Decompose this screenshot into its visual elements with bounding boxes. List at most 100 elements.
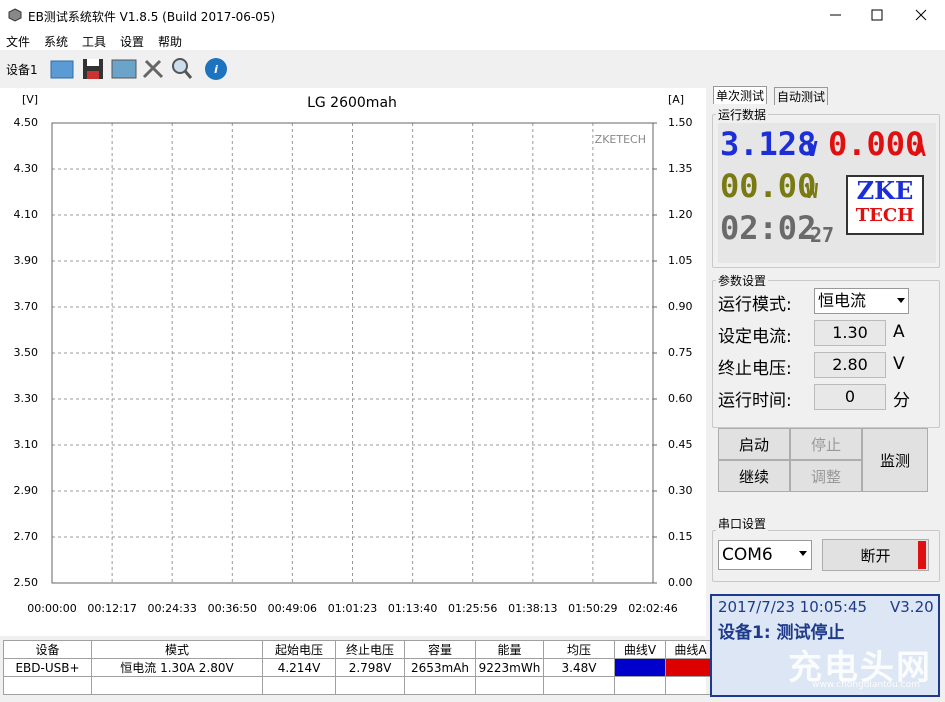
y-tick-label: 3.30 xyxy=(14,392,39,405)
empty-row xyxy=(3,676,716,695)
header-cell: 模式 xyxy=(91,640,263,659)
empty-cell xyxy=(614,676,666,695)
status-text: 设备1: 测试停止 xyxy=(718,623,845,643)
menu-bar: 文件 系统 工具 设置 帮助 xyxy=(0,30,945,50)
y-tick-label: 4.10 xyxy=(14,208,39,221)
menu-item[interactable]: 工具 xyxy=(82,35,107,49)
y2-tick-label: 0.60 xyxy=(668,392,693,405)
x-tick-label: 01:38:13 xyxy=(508,602,557,615)
x-tick-label: 00:36:50 xyxy=(208,602,257,615)
x-tick-label: 01:13:40 xyxy=(388,602,437,615)
dropdown-arrow xyxy=(897,298,905,303)
tab[interactable]: 单次测试 xyxy=(713,86,768,104)
monitor-button[interactable]: 监测 xyxy=(862,428,928,492)
menu-item[interactable]: 设置 xyxy=(120,35,145,49)
voltage: 3.128 xyxy=(720,125,817,163)
data-cell: 2.798V xyxy=(335,658,405,677)
x-tick-label: 01:50:29 xyxy=(568,602,617,615)
x-tick-label: 00:24:33 xyxy=(147,602,196,615)
status-box: 2017/7/23 10:05:45 V3.20 设备1: 测试停止 充电头网 … xyxy=(710,594,940,697)
current: 0.000 xyxy=(828,125,925,163)
param-field[interactable]: 2.80 xyxy=(814,352,886,378)
lcd-display: 3.128 V 0.000 A 00.00 W 02:02 27 ZKE TEC… xyxy=(718,123,936,263)
y2-tick-label: 0.00 xyxy=(668,576,693,589)
data-cell: 4.214V xyxy=(262,658,336,677)
y-tick-label: 2.90 xyxy=(14,484,39,497)
power-unit: W xyxy=(806,179,819,203)
param-label: 运行时间: xyxy=(718,391,792,411)
port-group xyxy=(712,530,940,582)
app-icon xyxy=(8,8,22,22)
side-panel: 单次测试 自动测试 运行数据 3.128 V 0.000 A 00.00 W 0… xyxy=(706,86,945,702)
y2-tick-label: 1.05 xyxy=(668,254,693,267)
status-version: V3.20 xyxy=(890,598,934,616)
port-select[interactable]: COM6 xyxy=(718,540,812,570)
param-unit: 分 xyxy=(893,391,910,411)
y2-tick-label: 1.50 xyxy=(668,116,693,129)
dropdown-arrow xyxy=(799,551,807,556)
y2-tick-label: 1.20 xyxy=(668,208,693,221)
data-row: EBD-USB+ 恒电流 1.30A 2.80V 4.214V 2.798V 2653m… xyxy=(3,658,716,677)
watermark-logo: 充电头网 xyxy=(788,648,932,688)
y-tick-label: 3.10 xyxy=(14,438,39,451)
header-cell: 容量 xyxy=(404,640,476,659)
y2-tick-label: 0.15 xyxy=(668,530,693,543)
mode-select[interactable]: 恒电流 xyxy=(814,288,909,314)
result-table: 设备 模式 起始电压 终止电压 容量 能量 均压 曲线V 曲线A EBD-USB+ 恒电流 1.30… xyxy=(3,640,716,695)
continue-button[interactable]: 继续 xyxy=(718,460,790,492)
y-tick-label: 3.50 xyxy=(14,346,39,359)
param-field[interactable]: 0 xyxy=(814,384,886,410)
x-tick-label: 00:00:00 xyxy=(27,602,76,615)
disconnect-button[interactable]: 断开 xyxy=(822,539,929,571)
header-cell: 曲线V xyxy=(614,640,666,659)
empty-cell xyxy=(475,676,544,695)
param-field[interactable]: 1.30 xyxy=(814,320,886,346)
param-unit: V xyxy=(893,354,905,374)
y2-tick-label: 0.75 xyxy=(668,346,693,359)
menu-item[interactable]: 系统 xyxy=(44,35,69,49)
param-label: 运行模式: xyxy=(718,295,792,315)
y2-tick-label: 1.35 xyxy=(668,162,693,175)
watermark-url: www.chongdiantou.com xyxy=(812,680,920,690)
y-tick-label: 3.90 xyxy=(14,254,39,267)
x-tick-label: 02:02:46 xyxy=(628,602,677,615)
menu-item[interactable]: 帮助 xyxy=(158,35,183,49)
x-tick-label: 00:12:17 xyxy=(87,602,136,615)
header-cell: 能量 xyxy=(475,640,544,659)
svg-text:i: i xyxy=(214,63,218,76)
stop-button: 停止 xyxy=(790,428,862,460)
chart-title: LG 2600mah xyxy=(307,95,397,111)
menu-item[interactable]: 文件 xyxy=(6,35,31,49)
run-group xyxy=(712,114,940,268)
y2-tick-label: 0.90 xyxy=(668,300,693,313)
empty-cell xyxy=(335,676,405,695)
param-label: 设定电流: xyxy=(718,327,792,347)
data-cell: 2653mAh xyxy=(404,658,476,677)
curve-color-cell xyxy=(665,658,716,677)
y-tick-label: 3.70 xyxy=(14,300,39,313)
power: 00.00 xyxy=(720,167,817,205)
header-cell: 起始电压 xyxy=(262,640,336,659)
group-title: 参数设置 xyxy=(716,272,769,289)
data-cell: 恒电流 1.30A 2.80V xyxy=(91,658,263,677)
elapsed-time: 02:02 xyxy=(720,209,817,247)
group-title: 串口设置 xyxy=(716,515,769,532)
y-tick-label: 4.30 xyxy=(14,162,39,175)
data-cell: 9223mWh xyxy=(475,658,544,677)
x-tick-label: 01:25:56 xyxy=(448,602,497,615)
title-bar: EB测试系统软件 V1.8.5 (Build 2017-06-05) xyxy=(0,0,945,30)
param-label: 终止电压: xyxy=(718,359,792,379)
curve-color-cell xyxy=(614,658,666,677)
table: 设备 模式 起始电压 终止电压 容量 能量 均压 曲线V 曲线A EBD-USB+ 恒电流 1.30… xyxy=(3,640,716,695)
toolbar-icons[interactable]: i xyxy=(46,55,236,83)
header-row: 设备 模式 起始电压 终止电压 容量 能量 均压 曲线V 曲线A xyxy=(3,640,716,659)
plot-frame xyxy=(51,122,654,584)
empty-cell xyxy=(262,676,336,695)
port-indicator xyxy=(918,541,926,569)
y-tick-label: 4.50 xyxy=(14,116,39,129)
window-controls[interactable] xyxy=(820,6,940,24)
chart-watermark: ZKETECH xyxy=(595,133,646,146)
start-button[interactable]: 启动 xyxy=(718,428,790,460)
tab[interactable]: 自动测试 xyxy=(774,87,829,105)
